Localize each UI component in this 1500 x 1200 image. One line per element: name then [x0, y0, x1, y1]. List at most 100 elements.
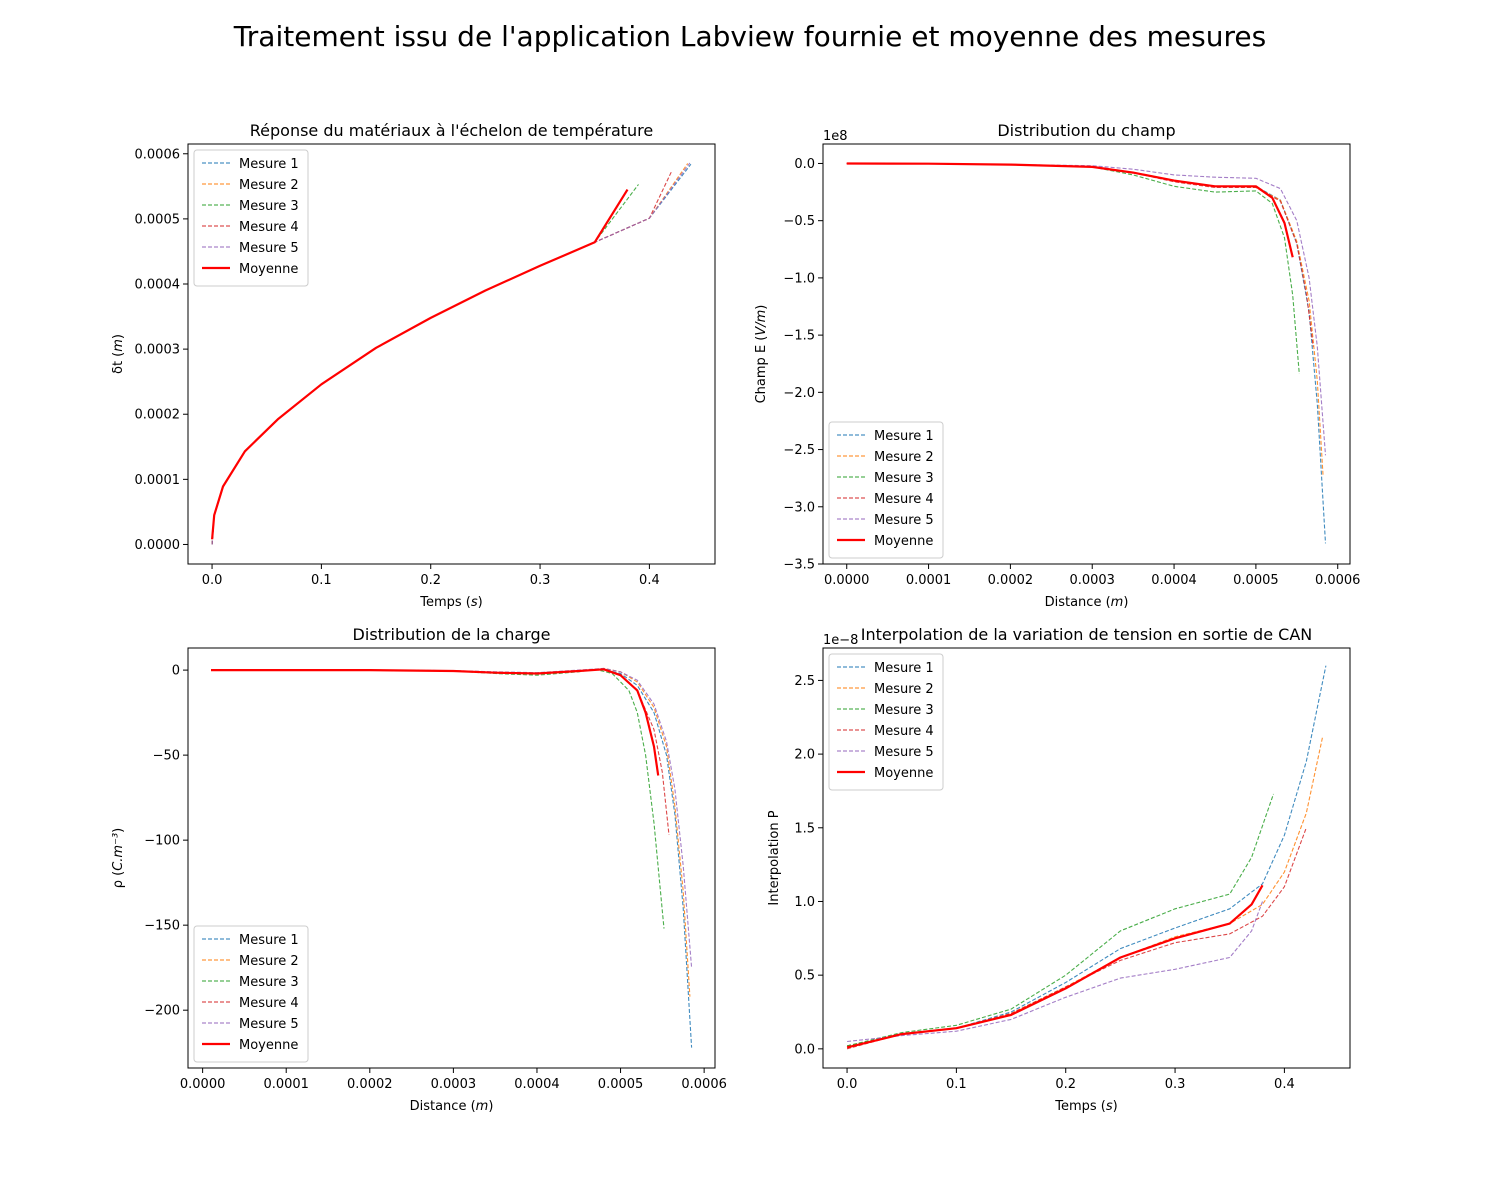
chart-title: Distribution du champ [997, 121, 1175, 140]
y-tick-label: 2.0 [794, 748, 815, 763]
legend-label: Mesure 1 [239, 933, 299, 948]
x-tick-label: 0.0002 [988, 573, 1034, 588]
y-tick-label: 0.0000 [135, 538, 181, 553]
axes-frame [822, 143, 1351, 565]
y-tick-label: 1.5 [794, 821, 815, 836]
y-tick-label: −0.5 [783, 214, 815, 229]
x-tick-label: 0.0004 [514, 1077, 560, 1092]
legend: Mesure 1 Mesure 2 Mesure 3 Mesure 4 Mesure 5… [828, 653, 944, 791]
legend-label: Mesure 3 [874, 703, 934, 718]
x-tick-label: 0.0002 [347, 1077, 393, 1092]
x-tick-label: 0.0 [837, 1077, 858, 1092]
chart-c3: Distribution de la charge 0.0000 0.0001 0.0… [111, 625, 727, 1114]
series-line-mesure-3 [846, 793, 1275, 1047]
legend-label: Mesure 2 [239, 178, 299, 193]
series-line-mesure-1 [846, 665, 1327, 1047]
x-axis-label: Temps (s) [1054, 1099, 1117, 1114]
x-tick-label: 0.0005 [598, 1077, 644, 1092]
series-line-moyenne [211, 668, 660, 776]
y-tick-label: −2.0 [783, 386, 815, 401]
legend-label: Mesure 4 [874, 724, 934, 739]
x-tick-label: 0.0000 [824, 573, 870, 588]
legend-label: Mesure 2 [874, 450, 934, 465]
legend-label: Mesure 3 [239, 199, 299, 214]
series-line-moyenne [846, 162, 1294, 258]
y-tick-label: −50 [153, 749, 180, 764]
x-tick-label: 0.0001 [906, 573, 952, 588]
y-tick-label: −150 [144, 919, 180, 934]
chart-c1: Réponse du matériaux à l'échelon de temp… [111, 121, 716, 610]
y-tick-label: 0.0006 [135, 147, 181, 162]
y-tick-label: 0.5 [794, 969, 815, 984]
y-tick-label: −200 [144, 1004, 180, 1019]
legend-label: Mesure 2 [874, 682, 934, 697]
y-tick-label: 0.0003 [135, 343, 181, 358]
x-axis-label: Distance (m) [1045, 595, 1129, 610]
x-tick-label: 0.0003 [431, 1077, 477, 1092]
axis-exponent: 1e8 [823, 129, 848, 144]
legend-label: Mesure 5 [239, 1017, 299, 1032]
chart-c4: Interpolation de la variation de tension… [767, 625, 1351, 1114]
y-tick-label: 0.0001 [135, 473, 181, 488]
series-group [211, 162, 692, 545]
y-tick-label: 0.0 [794, 1042, 815, 1057]
legend: Mesure 1 Mesure 2 Mesure 3 Mesure 4 Mesure 5… [193, 149, 309, 287]
y-axis-label: Champ E (V/m) [754, 305, 769, 404]
axes-frame [187, 143, 716, 565]
x-tick-label: 0.1 [311, 573, 332, 588]
x-tick-label: 0.2 [1055, 1077, 1076, 1092]
legend-label: Moyenne [874, 766, 933, 781]
x-tick-label: 0.4 [639, 573, 660, 588]
x-tick-label: 0.3 [530, 573, 551, 588]
legend-label: Mesure 4 [239, 220, 299, 235]
series-line-mesure-5 [847, 901, 1264, 1043]
legend-label: Mesure 1 [239, 157, 299, 172]
series-group [846, 665, 1327, 1050]
axes-frame [822, 647, 1351, 1069]
axes-frame [187, 647, 716, 1069]
x-tick-label: 0.0006 [1315, 573, 1361, 588]
legend-label: Mesure 4 [874, 492, 934, 507]
y-tick-label: 1.0 [794, 895, 815, 910]
legend-label: Mesure 1 [874, 429, 934, 444]
x-tick-label: 0.2 [420, 573, 441, 588]
y-tick-label: −3.5 [783, 558, 815, 573]
y-axis-label: Interpolation P [767, 810, 782, 905]
legend-label: Mesure 5 [874, 745, 934, 760]
y-tick-label: −2.5 [783, 443, 815, 458]
legend-label: Moyenne [239, 262, 298, 277]
figure-title: Traitement issu de l'application Labview… [233, 20, 1266, 53]
x-tick-label: 0.4 [1274, 1077, 1295, 1092]
chart-title: Interpolation de la variation de tension… [861, 625, 1312, 644]
x-tick-label: 0.1 [946, 1077, 967, 1092]
x-tick-label: 0.0006 [681, 1077, 727, 1092]
x-axis-label: Distance (m) [410, 1099, 494, 1114]
y-tick-label: 0.0004 [135, 278, 181, 293]
y-tick-label: −3.0 [783, 500, 815, 515]
legend: Mesure 1 Mesure 2 Mesure 3 Mesure 4 Mesure 5… [828, 421, 944, 559]
x-tick-label: 0.0000 [180, 1077, 226, 1092]
chart-title: Réponse du matériaux à l'échelon de temp… [250, 121, 653, 140]
y-tick-label: 0.0002 [135, 408, 181, 423]
legend-label: Mesure 3 [874, 471, 934, 486]
series-group [211, 667, 693, 1048]
y-tick-label: −1.5 [783, 329, 815, 344]
x-tick-label: 0.3 [1165, 1077, 1186, 1092]
x-tick-label: 0.0003 [1069, 573, 1115, 588]
y-tick-label: 0.0 [794, 157, 815, 172]
y-tick-label: −1.0 [783, 271, 815, 286]
chart-c2: Distribution du champ 0.0000 0.0001 0.0002 0… [754, 121, 1360, 610]
legend-label: Mesure 5 [874, 513, 934, 528]
chart-title: Distribution de la charge [353, 625, 551, 644]
legend-label: Moyenne [874, 534, 933, 549]
y-axis-label: ρ (C.m⁻³) [111, 828, 126, 889]
y-axis-label: δt (m) [111, 334, 126, 374]
x-tick-label: 0.0 [202, 573, 223, 588]
legend-label: Mesure 5 [239, 241, 299, 256]
y-tick-label: 2.5 [794, 674, 815, 689]
legend-label: Mesure 1 [874, 661, 934, 676]
y-tick-label: 0 [172, 664, 180, 679]
series-line-moyenne [846, 884, 1264, 1049]
x-tick-label: 0.0005 [1233, 573, 1279, 588]
